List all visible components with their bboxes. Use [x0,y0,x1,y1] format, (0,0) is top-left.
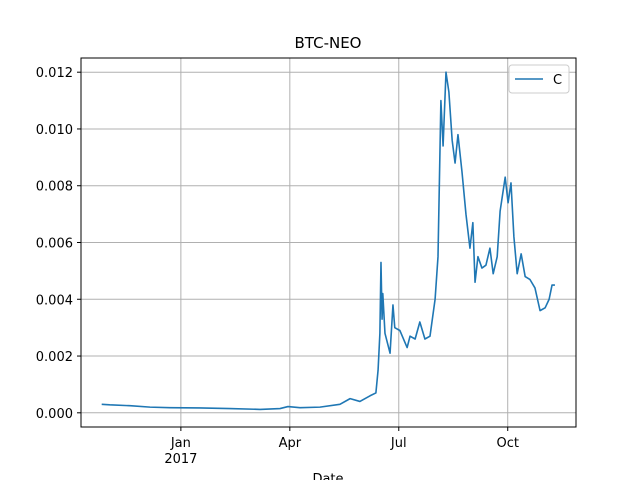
y-tick-label: 0.008 [36,180,73,195]
y-tick-label: 0.006 [36,237,73,252]
y-tick-label: 0.010 [36,123,73,138]
y-tick-label: 0.012 [36,66,73,81]
chart-title: BTC-NEO [295,34,362,52]
x-tick-label: Jan 2017 [164,436,197,467]
x-axis-label: Date [312,472,343,480]
x-tick-label: Jul [390,436,407,451]
legend-label: C [553,73,562,88]
y-tick-label: 0.000 [36,407,73,422]
y-tick-label: 0.004 [36,293,73,308]
plot-frame [80,57,577,428]
x-tick-label: Oct [496,436,518,451]
x-tick-label: Apr [279,436,302,451]
data-line [101,71,555,411]
y-tick-label: 0.002 [36,350,73,365]
